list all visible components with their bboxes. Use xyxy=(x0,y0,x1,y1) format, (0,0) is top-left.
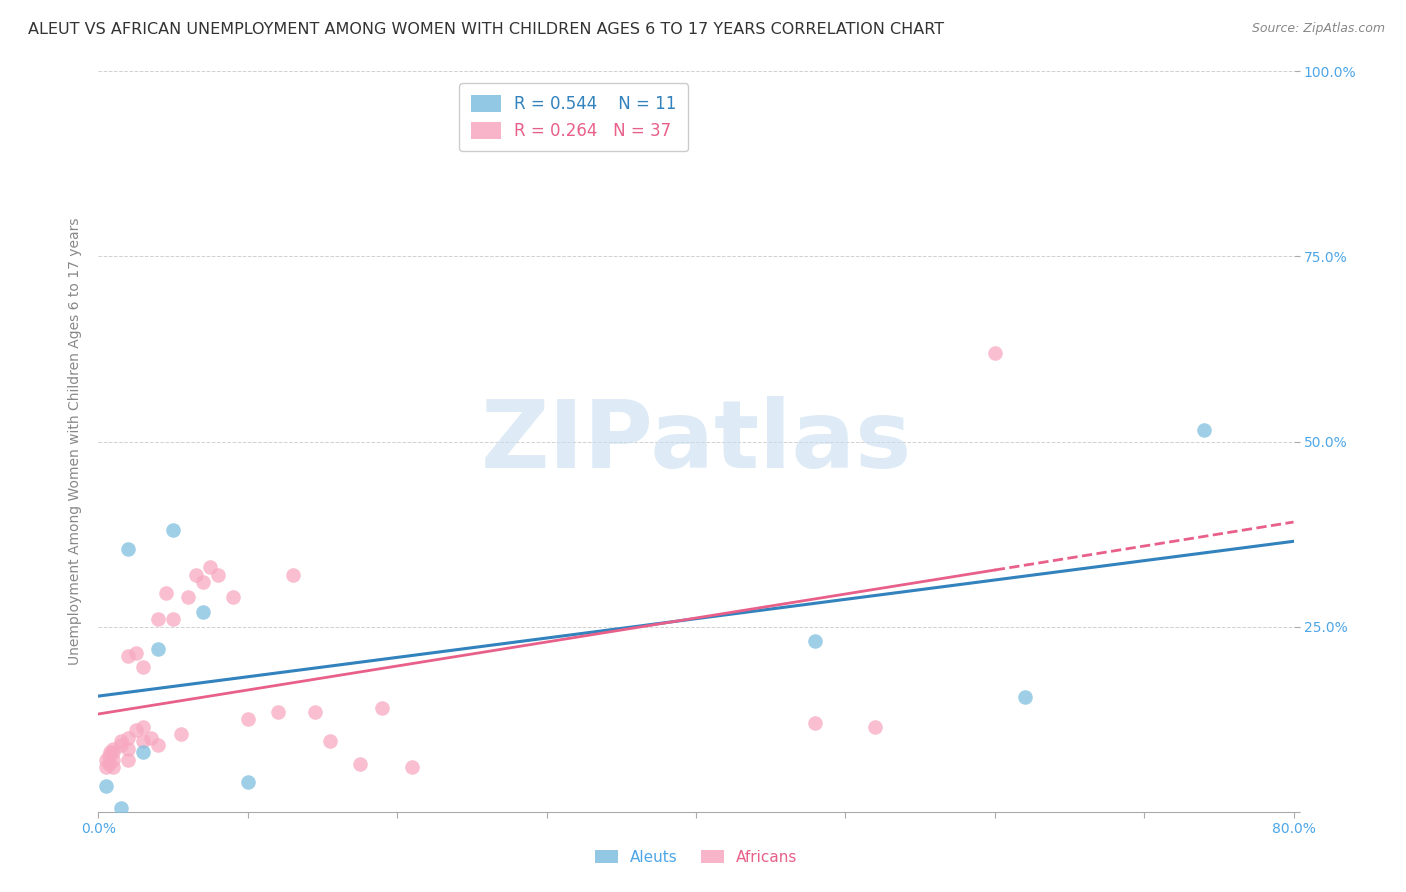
Point xyxy=(267,705,290,719)
Point xyxy=(200,560,222,574)
Point xyxy=(117,741,139,756)
Point xyxy=(110,801,132,815)
Point xyxy=(222,590,245,604)
Point xyxy=(94,753,117,767)
Point xyxy=(155,586,177,600)
Point xyxy=(184,567,207,582)
Point xyxy=(191,605,214,619)
Point xyxy=(97,749,120,764)
Point xyxy=(148,738,170,752)
Point xyxy=(236,775,259,789)
Legend: Aleuts, Africans: Aleuts, Africans xyxy=(589,844,803,871)
Point xyxy=(125,646,148,660)
Point xyxy=(110,734,132,748)
Point xyxy=(110,738,132,752)
Y-axis label: Unemployment Among Women with Children Ages 6 to 17 years: Unemployment Among Women with Children A… xyxy=(69,218,83,665)
Point xyxy=(804,634,827,648)
Point xyxy=(1192,424,1215,438)
Text: Source: ZipAtlas.com: Source: ZipAtlas.com xyxy=(1251,22,1385,36)
Point xyxy=(117,541,139,556)
Point xyxy=(162,612,184,626)
Point xyxy=(117,753,139,767)
Point xyxy=(1014,690,1036,704)
Point xyxy=(191,575,214,590)
Point xyxy=(148,612,170,626)
Point xyxy=(371,701,394,715)
Point xyxy=(103,741,125,756)
Point xyxy=(103,753,125,767)
Point xyxy=(177,590,200,604)
Point xyxy=(132,746,155,760)
Point xyxy=(984,345,1007,359)
Point xyxy=(304,705,326,719)
Point xyxy=(132,720,155,734)
Point xyxy=(804,715,827,730)
Point xyxy=(117,731,139,745)
Point xyxy=(865,720,887,734)
Point xyxy=(103,746,125,760)
Point xyxy=(236,712,259,726)
Point xyxy=(117,649,139,664)
Point xyxy=(401,760,423,774)
Point xyxy=(169,727,191,741)
Text: ZIPatlas: ZIPatlas xyxy=(481,395,911,488)
Point xyxy=(349,756,371,771)
Point xyxy=(125,723,148,738)
Point xyxy=(319,734,342,748)
Point xyxy=(132,734,155,748)
Point xyxy=(207,567,229,582)
Point xyxy=(139,731,162,745)
Point xyxy=(281,567,304,582)
Text: ALEUT VS AFRICAN UNEMPLOYMENT AMONG WOMEN WITH CHILDREN AGES 6 TO 17 YEARS CORRE: ALEUT VS AFRICAN UNEMPLOYMENT AMONG WOME… xyxy=(28,22,945,37)
Point xyxy=(94,760,117,774)
Point xyxy=(132,660,155,674)
Point xyxy=(148,641,170,656)
Point xyxy=(97,756,120,771)
Point xyxy=(98,746,122,760)
Point xyxy=(162,524,184,538)
Point xyxy=(94,779,117,793)
Point xyxy=(103,760,125,774)
